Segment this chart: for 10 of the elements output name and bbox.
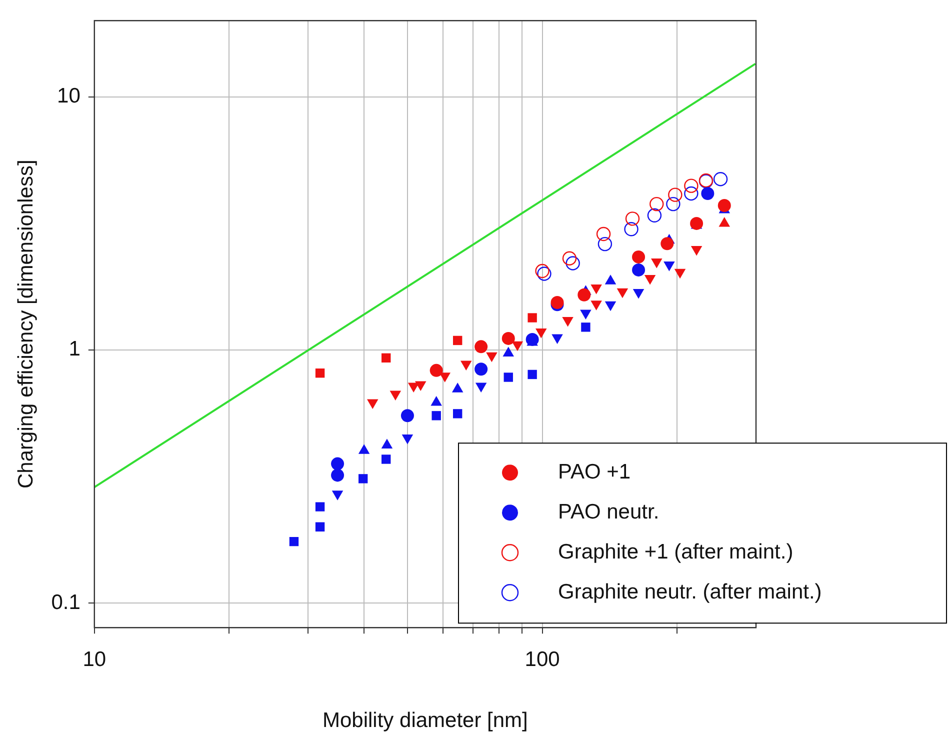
y-axis-title: Charging efficiency [dimensionless] [14,160,38,488]
y-tick-label: 0.1 [51,590,80,614]
x-tick-label: 100 [524,648,560,671]
x-axis-title: Mobility diameter [nm] [322,709,528,732]
legend-label: Graphite +1 (after maint.) [558,540,794,564]
legend-label: Graphite neutr. (after maint.) [558,580,822,604]
legend-label: PAO neutr. [558,500,660,524]
legend-label: PAO +1 [558,460,631,484]
y-tick-label: 10 [57,84,80,108]
y-tick-label: 1 [68,338,80,361]
